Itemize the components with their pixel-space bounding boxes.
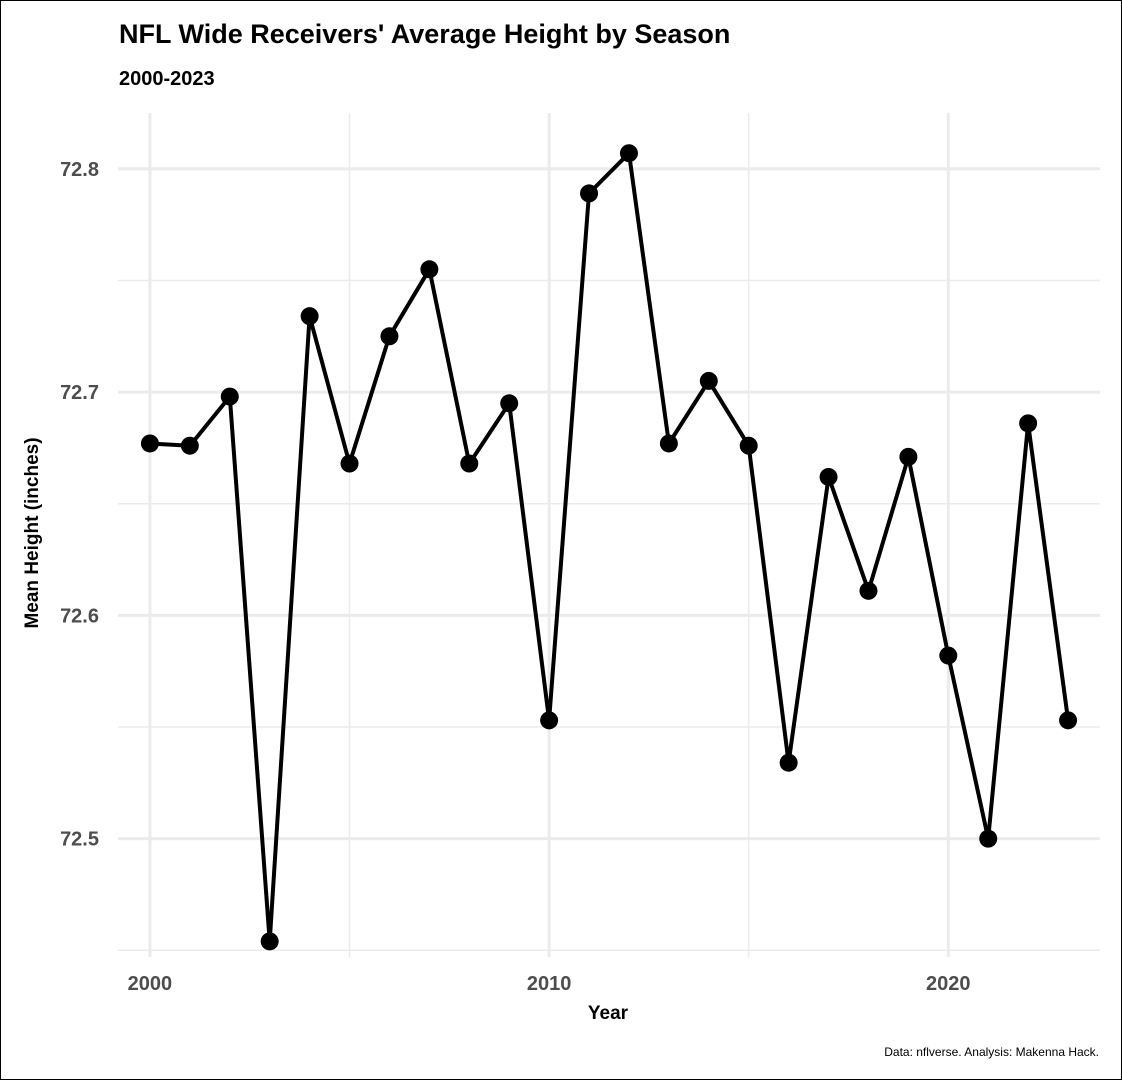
data-point <box>939 646 958 665</box>
data-point <box>1059 711 1078 730</box>
data-point <box>819 467 838 486</box>
data-point <box>540 711 559 730</box>
x-axis-ticks: 2000 2010 2020 <box>128 973 971 995</box>
data-point <box>140 434 159 453</box>
chart-subtitle: 2000-2023 <box>119 68 215 90</box>
y-axis-title: Mean Height (inches) <box>22 437 43 628</box>
data-point <box>460 454 479 473</box>
data-point <box>340 454 359 473</box>
y-tick-label: 72.5 <box>60 829 99 851</box>
data-point <box>1019 414 1038 433</box>
x-tick-label: 2000 <box>128 973 173 995</box>
y-tick-label: 72.7 <box>60 382 99 404</box>
series-line <box>149 151 1071 944</box>
chart-title: NFL Wide Receivers' Average Height by Se… <box>119 19 730 49</box>
major-gridlines <box>118 113 1100 957</box>
data-point <box>420 260 439 279</box>
data-point <box>699 371 718 390</box>
chart-caption: Data: nflverse. Analysis: Makenna Hack. <box>884 1045 1099 1059</box>
minor-gridlines <box>118 113 1100 957</box>
y-tick-label: 72.8 <box>60 159 99 181</box>
data-point <box>500 394 519 413</box>
data-point <box>380 327 399 346</box>
x-tick-label: 2010 <box>527 973 572 995</box>
y-axis-ticks: 72.5 72.6 72.7 72.8 <box>60 159 99 851</box>
x-tick-label: 2020 <box>926 973 971 995</box>
data-point <box>779 753 798 772</box>
data-point <box>180 436 199 455</box>
x-axis-title: Year <box>588 1003 629 1024</box>
y-tick-label: 72.6 <box>60 605 99 627</box>
data-point <box>619 144 638 163</box>
data-point <box>260 932 279 951</box>
data-point <box>859 581 878 600</box>
data-point <box>300 307 319 326</box>
data-point <box>899 447 918 466</box>
series-layer <box>140 144 1078 951</box>
data-point <box>659 434 678 453</box>
data-point <box>979 829 998 848</box>
data-point <box>220 387 239 406</box>
data-point <box>580 184 599 203</box>
data-point <box>739 436 758 455</box>
